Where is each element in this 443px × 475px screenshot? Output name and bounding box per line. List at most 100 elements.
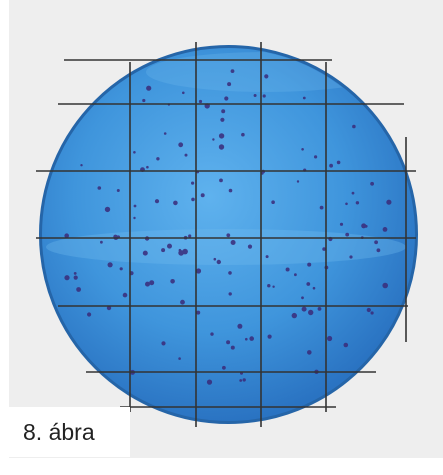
colony-dot: [242, 378, 246, 382]
colony-dot: [230, 240, 236, 245]
colony-dot: [106, 305, 112, 311]
colony-dot: [329, 163, 333, 168]
bacterial-colonies: [64, 69, 392, 385]
colony-dot: [163, 132, 167, 135]
colony-dot: [218, 144, 225, 150]
colony-dot: [104, 206, 111, 213]
colony-dot: [221, 109, 226, 114]
colony-dot: [301, 148, 304, 151]
colony-dot: [191, 181, 195, 185]
colony-dot: [307, 350, 312, 355]
colony-dot: [206, 379, 213, 385]
colony-dot: [100, 240, 103, 244]
colony-dot: [161, 248, 166, 253]
colony-dot: [312, 286, 316, 290]
colony-dot: [285, 267, 290, 272]
colony-dot: [265, 255, 269, 259]
colony-dot: [218, 133, 225, 139]
colony-dot: [200, 193, 205, 198]
colony-dot: [87, 312, 92, 317]
colony-dot: [156, 157, 160, 161]
colony-dot: [122, 292, 128, 298]
colony-dot: [345, 232, 350, 237]
colony-dot: [352, 124, 356, 129]
colony-dot: [73, 272, 77, 275]
colony-dot: [178, 142, 184, 148]
colony-dot: [196, 310, 201, 315]
colony-dot: [73, 275, 78, 280]
colony-dot: [188, 234, 192, 238]
colony-dot: [142, 250, 148, 256]
colony-dot: [301, 306, 307, 312]
colony-dot: [146, 165, 149, 169]
colony-dot: [149, 280, 155, 286]
colony-dot: [314, 155, 318, 159]
colony-dot: [253, 94, 257, 97]
colony-dot: [219, 178, 223, 183]
colony-dot: [133, 151, 136, 154]
colony-dot: [345, 202, 348, 206]
colony-dot: [306, 282, 311, 286]
colony-dot: [173, 200, 178, 206]
colony-dot: [146, 85, 152, 91]
colony-dot: [133, 216, 136, 220]
colony-dot: [262, 94, 266, 98]
colony-dot: [228, 292, 232, 296]
colony-dot: [216, 259, 221, 265]
colony-dot: [322, 247, 326, 251]
colony-dot: [386, 199, 392, 205]
colony-dot: [228, 271, 232, 275]
colony-dot: [119, 267, 123, 271]
colony-dot: [364, 224, 368, 228]
colony-dot: [64, 233, 69, 238]
colony-dot: [226, 340, 231, 345]
colony-dot: [376, 248, 381, 253]
colony-dot: [178, 357, 181, 360]
colony-dot: [226, 233, 231, 238]
colony-dot: [366, 307, 371, 313]
colony-dot: [182, 248, 188, 255]
colony-dot: [64, 275, 70, 281]
colony-dot: [142, 98, 146, 103]
colony-dot: [107, 262, 113, 268]
colony-dot: [317, 307, 322, 311]
colony-dot: [370, 311, 374, 315]
colony-dot: [224, 96, 229, 101]
colony-dot: [271, 200, 275, 204]
counting-grid: [36, 42, 416, 427]
colony-dot: [307, 262, 312, 267]
colony-dot: [267, 284, 271, 288]
colony-dot: [267, 334, 272, 339]
petri-dish-image: [36, 42, 418, 427]
colony-dot: [301, 296, 304, 300]
colony-dot: [116, 189, 120, 192]
colony-dot: [327, 335, 333, 342]
colony-dot: [272, 285, 275, 288]
colony-dot: [182, 91, 185, 95]
colony-dot: [191, 197, 195, 202]
colony-dot: [374, 240, 378, 245]
colony-dot: [249, 336, 254, 341]
colony-dot: [237, 323, 243, 329]
colony-dot: [339, 222, 344, 226]
colony-dot: [351, 191, 355, 195]
colony-dot: [245, 337, 248, 341]
colony-dot: [167, 243, 172, 249]
colony-dot: [220, 117, 225, 122]
colony-dot: [302, 96, 306, 100]
colony-dot: [227, 82, 232, 87]
colony-dot: [133, 204, 137, 208]
colony-dot: [228, 188, 233, 193]
colony-dot: [291, 312, 297, 319]
colony-dot: [349, 255, 353, 259]
colony-dot: [210, 332, 214, 336]
colony-dot: [180, 299, 185, 305]
colony-dot: [343, 342, 349, 348]
colony-dot: [239, 379, 243, 382]
colony-dot: [308, 309, 314, 316]
colony-dot: [370, 181, 374, 186]
colony-dot: [319, 205, 324, 210]
colony-dot: [382, 227, 388, 232]
colony-dot: [296, 180, 300, 183]
colony-dot: [336, 160, 341, 165]
